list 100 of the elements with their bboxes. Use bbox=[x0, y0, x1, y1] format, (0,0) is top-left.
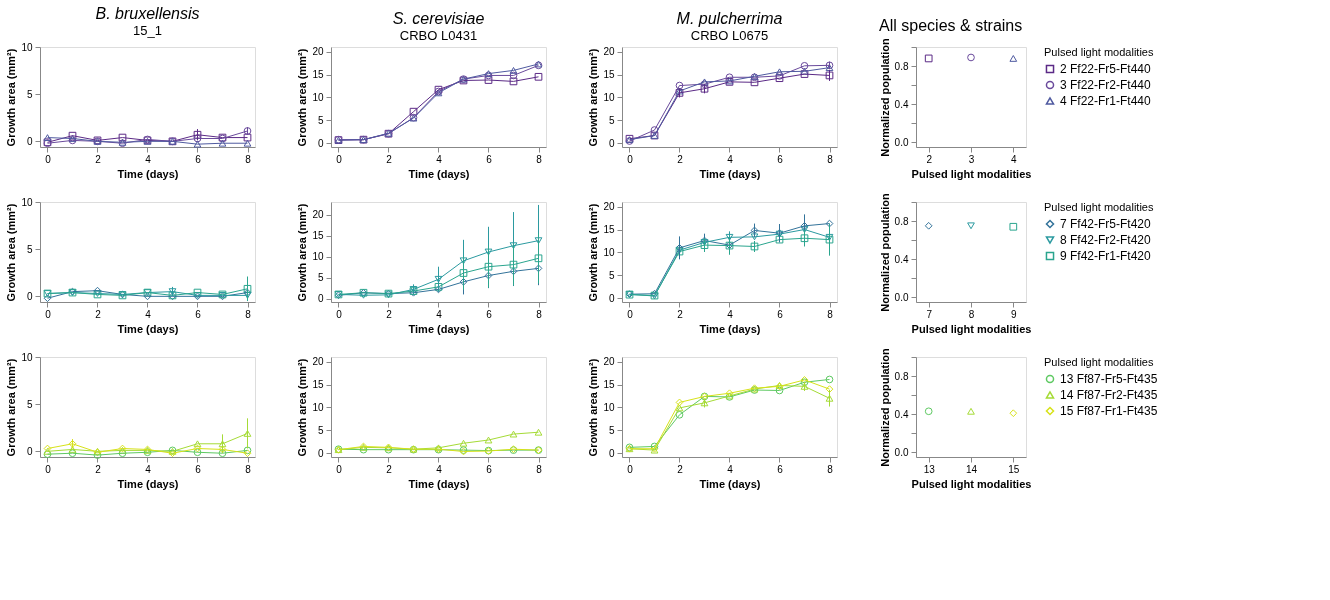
x-tick-label: 4 bbox=[145, 308, 152, 320]
x-tick-label: 2 bbox=[95, 153, 102, 165]
y-tick-label: 10 bbox=[21, 41, 33, 53]
x-tick-label: 6 bbox=[195, 153, 202, 165]
y-axis-title: Growth area (mm²) bbox=[296, 48, 309, 147]
chart-subtitle: CRBO L0431 bbox=[399, 27, 478, 43]
x-axis-title: Time (days) bbox=[408, 477, 470, 490]
x-axis-title: Time (days) bbox=[117, 477, 179, 490]
y-tick-label: 0.8 bbox=[894, 370, 909, 382]
y-tick-label: 10 bbox=[21, 351, 33, 363]
x-tick-label: 6 bbox=[486, 308, 493, 320]
x-tick-label: 4 bbox=[727, 463, 734, 475]
x-tick-label: 8 bbox=[536, 308, 543, 320]
x-tick-label: 4 bbox=[436, 463, 443, 475]
x-tick-label: 2 bbox=[386, 463, 393, 475]
y-tick-label: 10 bbox=[312, 251, 324, 263]
x-tick-label: 4 bbox=[727, 308, 734, 320]
legend-label: 4 Ff22-Fr1-Ft440 bbox=[1060, 94, 1152, 108]
y-tick-label: 20 bbox=[603, 356, 615, 368]
x-tick-label: 2 bbox=[95, 463, 102, 475]
legend-label: 15 Ff87-Fr1-Ft435 bbox=[1060, 404, 1158, 418]
x-tick-label: 6 bbox=[777, 153, 784, 165]
legend-title: Pulsed light modalities bbox=[1044, 356, 1154, 368]
x-tick-label: 14 bbox=[965, 463, 978, 475]
chart-subtitle: CRBO L0675 bbox=[690, 27, 769, 43]
y-tick-label: 5 bbox=[26, 243, 33, 255]
x-axis-title: Time (days) bbox=[408, 167, 470, 180]
y-tick-label: 5 bbox=[317, 114, 324, 126]
y-axis-title: Normalized population bbox=[878, 347, 891, 467]
x-tick-label: 0 bbox=[627, 153, 634, 165]
y-tick-label: 0.4 bbox=[894, 253, 909, 265]
y-tick-label: 10 bbox=[603, 91, 615, 103]
x-tick-label: 8 bbox=[536, 153, 543, 165]
y-tick-label: 0 bbox=[26, 290, 33, 302]
y-axis-title: Growth area (mm²) bbox=[296, 358, 309, 457]
legend-label: 3 Ff22-Fr2-Ft440 bbox=[1060, 78, 1152, 92]
y-tick-label: 0 bbox=[317, 447, 324, 459]
x-tick-label: 2 bbox=[386, 153, 393, 165]
x-tick-label: 2 bbox=[386, 308, 393, 320]
y-axis-title: Growth area (mm²) bbox=[5, 203, 18, 302]
x-tick-label: 6 bbox=[195, 308, 202, 320]
y-tick-label: 5 bbox=[317, 424, 324, 436]
x-tick-label: 8 bbox=[827, 308, 834, 320]
y-tick-label: 10 bbox=[312, 401, 324, 413]
x-tick-label: 6 bbox=[777, 308, 784, 320]
y-tick-label: 0.4 bbox=[894, 98, 909, 110]
y-tick-label: 5 bbox=[608, 114, 615, 126]
x-tick-label: 0 bbox=[627, 308, 634, 320]
y-tick-label: 5 bbox=[317, 272, 324, 284]
x-tick-label: 8 bbox=[827, 153, 834, 165]
y-tick-label: 15 bbox=[603, 69, 615, 81]
x-axis-title: Time (days) bbox=[699, 477, 761, 490]
x-tick-label: 4 bbox=[436, 153, 443, 165]
x-tick-label: 8 bbox=[245, 153, 252, 165]
x-tick-label: 8 bbox=[245, 463, 252, 475]
y-tick-label: 15 bbox=[312, 379, 324, 391]
x-axis-title: Time (days) bbox=[699, 167, 761, 180]
chart-subtitle: 15_1 bbox=[133, 23, 162, 38]
legend-label: 9 Ff42-Fr1-Ft420 bbox=[1060, 249, 1152, 263]
y-axis-title: Growth area (mm²) bbox=[296, 203, 309, 302]
y-axis-title: Growth area (mm²) bbox=[5, 358, 18, 457]
x-tick-label: 9 bbox=[1011, 308, 1018, 320]
x-tick-label: 8 bbox=[536, 463, 543, 475]
x-axis-title: Pulsed light modalities bbox=[911, 322, 1032, 335]
y-tick-label: 0 bbox=[26, 135, 33, 147]
y-axis-title: Growth area (mm²) bbox=[587, 48, 600, 147]
y-tick-label: 0 bbox=[608, 447, 615, 459]
x-tick-label: 0 bbox=[336, 463, 343, 475]
legend-label: 13 Ff87-Fr5-Ft435 bbox=[1060, 372, 1158, 386]
x-tick-label: 0 bbox=[336, 308, 343, 320]
legend-title: Pulsed light modalities bbox=[1044, 201, 1154, 213]
x-tick-label: 8 bbox=[245, 308, 252, 320]
y-tick-label: 15 bbox=[312, 230, 324, 242]
x-tick-label: 2 bbox=[677, 463, 684, 475]
y-tick-label: 0 bbox=[317, 137, 324, 149]
y-tick-label: 20 bbox=[312, 46, 324, 58]
y-tick-label: 20 bbox=[603, 201, 615, 213]
x-tick-label: 0 bbox=[627, 463, 634, 475]
x-tick-label: 4 bbox=[436, 308, 443, 320]
legend-title: Pulsed light modalities bbox=[1044, 46, 1154, 58]
legend-label: 14 Ff87-Fr2-Ft435 bbox=[1060, 388, 1158, 402]
y-tick-label: 10 bbox=[603, 401, 615, 413]
y-tick-label: 15 bbox=[603, 224, 615, 236]
x-tick-label: 3 bbox=[968, 153, 975, 165]
x-tick-label: 6 bbox=[195, 463, 202, 475]
y-tick-label: 5 bbox=[608, 424, 615, 436]
y-tick-label: 5 bbox=[608, 269, 615, 281]
y-tick-label: 0.0 bbox=[894, 136, 909, 148]
legend-label: 7 Ff42-Fr5-Ft420 bbox=[1060, 217, 1152, 231]
y-tick-label: 0.8 bbox=[894, 60, 909, 72]
x-tick-label: 2 bbox=[95, 308, 102, 320]
y-tick-label: 5 bbox=[26, 88, 33, 100]
x-axis-title: Pulsed light modalities bbox=[911, 167, 1032, 180]
x-tick-label: 8 bbox=[827, 463, 834, 475]
y-axis-title: Normalized population bbox=[878, 37, 891, 157]
x-tick-label: 6 bbox=[486, 463, 493, 475]
y-tick-label: 0.0 bbox=[894, 291, 909, 303]
x-tick-label: 6 bbox=[486, 153, 493, 165]
chart-title: M. pulcherrima bbox=[676, 9, 783, 27]
y-tick-label: 0.8 bbox=[894, 215, 909, 227]
